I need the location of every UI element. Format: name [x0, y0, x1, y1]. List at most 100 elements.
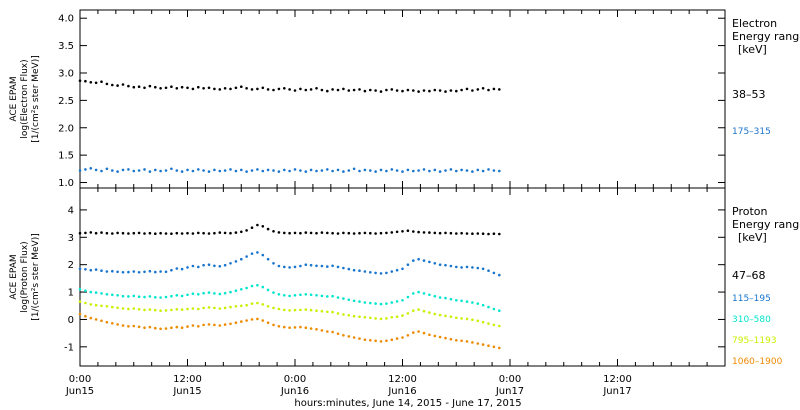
electron-point-series-0 [94, 81, 98, 85]
proton-point-series-3 [406, 312, 410, 315]
electron-legend-unit: [keV] [738, 43, 767, 56]
electron-point-series-1 [304, 170, 308, 173]
proton-point-series-2 [148, 295, 152, 298]
proton-point-series-4 [261, 319, 265, 322]
electron-legend-title: Electron [732, 17, 777, 30]
electron-point-series-0 [213, 87, 216, 91]
proton-point-series-2 [498, 309, 501, 313]
proton-point-series-1 [250, 252, 254, 255]
electron-point-series-0 [89, 81, 93, 84]
electron-legend-energy: Energy ranges [732, 30, 800, 43]
electron-point-series-1 [309, 168, 313, 172]
electron-point-series-0 [245, 87, 248, 90]
electron-point-series-1 [277, 170, 281, 173]
proton-point-series-0 [342, 231, 345, 235]
electron-point-series-1 [460, 168, 463, 172]
proton-point-series-3 [465, 317, 469, 321]
proton-point-series-0 [422, 231, 426, 234]
proton-point-series-1 [105, 270, 109, 273]
proton-point-series-4 [433, 334, 437, 338]
proton-point-series-3 [213, 306, 216, 310]
proton-point-series-4 [395, 337, 399, 340]
proton-point-series-1 [261, 253, 265, 257]
proton-point-series-1 [223, 263, 227, 267]
proton-point-series-2 [342, 297, 345, 300]
proton-point-series-2 [245, 286, 248, 290]
proton-y-axis: -1 0 1 2 3 4 [64, 205, 725, 353]
proton-point-series-4 [363, 338, 367, 342]
proton-point-series-2 [197, 293, 200, 296]
electron-point-series-1 [293, 168, 297, 171]
proton-point-series-3 [471, 318, 474, 322]
proton-point-series-3 [433, 312, 437, 316]
electron-plot-frame [79, 9, 726, 189]
proton-point-series-0 [89, 231, 93, 234]
x-axis-label: hours:minutes, June 14, 2015 - June 17, … [294, 398, 521, 409]
proton-point-series-3 [487, 322, 490, 325]
proton-point-series-3 [197, 307, 200, 311]
proton-point-series-4 [304, 326, 308, 330]
electron-point-series-1 [476, 168, 480, 172]
electron-point-series-1 [100, 169, 103, 173]
proton-point-series-1 [94, 268, 98, 271]
proton-point-series-1 [412, 259, 415, 262]
proton-point-series-0 [326, 231, 329, 235]
proton-point-series-3 [331, 310, 334, 314]
electron-point-series-0 [417, 90, 420, 93]
proton-point-series-4 [100, 319, 103, 323]
proton-y-label: log(Proton Flux) [20, 241, 30, 312]
proton-point-series-0 [180, 232, 184, 235]
electron-point-series-0 [465, 87, 469, 91]
proton-point-series-1 [320, 264, 324, 268]
proton-point-series-0 [299, 231, 302, 235]
proton-point-series-2 [223, 291, 227, 295]
proton-point-series-1 [498, 273, 501, 277]
electron-point-series-1 [444, 169, 447, 172]
proton-point-series-2 [132, 294, 136, 298]
electron-point-series-1 [358, 169, 361, 173]
electron-point-series-0 [148, 84, 152, 88]
proton-point-series-2 [256, 283, 259, 287]
proton-point-series-0 [315, 231, 318, 235]
proton-point-series-0 [369, 231, 372, 235]
electron-point-series-0 [116, 84, 119, 87]
proton-point-series-1 [347, 267, 351, 271]
electron-point-series-1 [202, 169, 205, 172]
proton-point-series-0 [202, 231, 205, 235]
electron-point-series-1 [385, 169, 388, 173]
proton-legend-energy: Energy ranges [732, 218, 800, 231]
proton-point-series-1 [78, 267, 82, 271]
proton-point-series-3 [202, 306, 205, 310]
electron-point-series-0 [379, 90, 383, 93]
proton-point-series-2 [240, 288, 243, 291]
electron-point-series-0 [288, 88, 291, 91]
proton-point-series-4 [471, 341, 474, 344]
proton-y-tick-label: -1 [64, 342, 74, 353]
proton-point-series-0 [455, 232, 458, 235]
proton-point-series-4 [406, 334, 410, 337]
x-tick-date-label: Jun17 [495, 386, 524, 397]
proton-point-series-2 [84, 289, 87, 293]
proton-point-series-1 [374, 271, 377, 275]
x-tick-time-label: 12:00 [388, 374, 417, 385]
proton-point-series-4 [186, 325, 189, 328]
proton-point-series-4 [229, 322, 232, 326]
proton-point-series-1 [283, 265, 286, 269]
proton-point-series-3 [105, 305, 109, 308]
electron-point-series-0 [218, 88, 222, 91]
x-tick-date-label: Jun17 [602, 386, 631, 397]
proton-point-series-4 [180, 326, 184, 330]
proton-point-series-1 [444, 263, 447, 267]
proton-point-series-1 [266, 257, 270, 261]
proton-point-series-0 [213, 231, 216, 235]
electron-point-series-1 [148, 170, 152, 173]
proton-point-series-4 [127, 325, 130, 328]
electron-point-series-0 [471, 89, 474, 92]
proton-point-series-2 [347, 298, 351, 302]
proton-point-series-2 [299, 293, 302, 297]
proton-point-series-3 [277, 307, 281, 311]
electron-point-series-0 [352, 88, 356, 92]
proton-point-series-1 [89, 268, 93, 272]
proton-point-series-3 [347, 314, 351, 317]
proton-point-series-0 [272, 230, 275, 233]
